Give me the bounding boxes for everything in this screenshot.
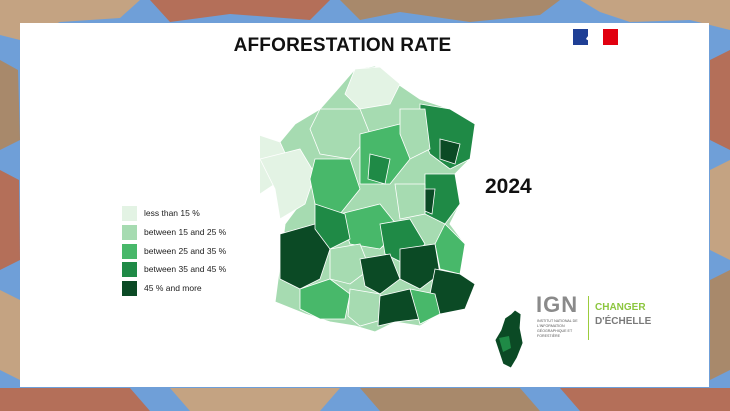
- tagline-line-2: D'ÉCHELLE: [595, 316, 652, 327]
- ign-logo-letters: IGN: [536, 292, 579, 317]
- ign-logo-subtitle: Institut national de l'information géogr…: [537, 319, 578, 338]
- france-map-icon: [260, 65, 476, 333]
- ign-logo: IGN Institut national de l'information g…: [536, 292, 596, 344]
- legend-label: between 15 and 25 %: [144, 226, 227, 237]
- page-title: AFFORESTATION RATE: [233, 35, 452, 56]
- legend-label: between 35 and 45 %: [144, 264, 227, 275]
- year-label: 2024: [485, 175, 532, 198]
- legend-label: less than 15 %: [144, 208, 200, 218]
- legend-label: 45 % and more: [144, 283, 202, 294]
- french-republic-flag-icon: [573, 29, 618, 45]
- tagline-line-1: CHANGER: [595, 302, 646, 313]
- corsica-map-icon: [494, 309, 524, 369]
- legend-swatch: [122, 281, 137, 297]
- legend-swatch: [122, 243, 137, 259]
- legend-swatch: [122, 206, 137, 221]
- logo-divider: [588, 296, 589, 340]
- legend-swatch: [122, 262, 137, 278]
- legend-swatch: [122, 224, 137, 240]
- legend-label: between 25 and 35 %: [144, 245, 227, 256]
